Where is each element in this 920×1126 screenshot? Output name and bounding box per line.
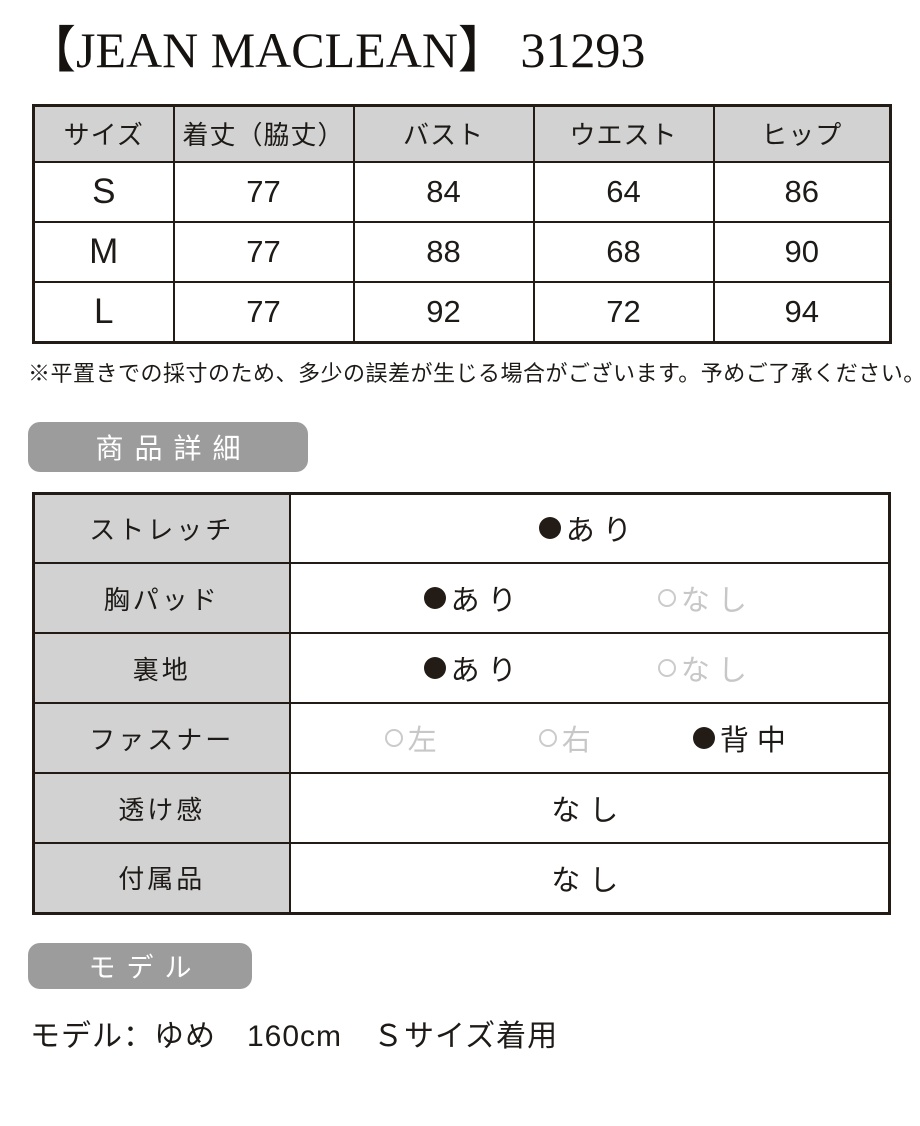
detail-row-fastener: ファスナー 左 右 背中 [32, 702, 891, 774]
size-cell-value: 77 [172, 221, 355, 283]
radio-option: なし [657, 647, 755, 689]
option-row: あり [291, 507, 889, 549]
radio-icon [423, 587, 446, 609]
option-row: あり なし [291, 577, 889, 619]
radio-icon [538, 517, 561, 540]
plain-value: なし [551, 857, 627, 899]
option-label: あり [565, 515, 640, 548]
detail-row-bust-pad: 胸パッド あり なし [32, 562, 891, 634]
radio-option: 左 [384, 717, 445, 759]
option-label: なし [680, 585, 755, 617]
radio-icon [423, 657, 446, 679]
size-cell-value: 84 [352, 161, 535, 223]
size-cell-value: 88 [352, 221, 535, 283]
option-label: 右 [561, 725, 599, 757]
detail-row-accessories: 付属品 なし [32, 842, 891, 914]
radio-option: あり [423, 647, 525, 689]
detail-value: なし [288, 772, 891, 844]
product-details-heading: 商品詳細 [28, 421, 308, 472]
model-section-heading: モデル [28, 942, 252, 989]
size-cell-value: 72 [532, 281, 715, 343]
size-table-header-size: サイズ [32, 104, 175, 163]
option-label: なし [551, 864, 628, 897]
detail-label: 透け感 [32, 772, 291, 844]
size-cell-label: M [32, 221, 175, 283]
option-label: 背中 [719, 725, 794, 757]
detail-value: なし [288, 842, 891, 914]
detail-row-stretch: ストレッチ あり [32, 492, 891, 564]
detail-label: 付属品 [32, 842, 291, 914]
measurement-disclaimer: ※平置きでの採寸のため、多少の誤差が生じる場合がございます。予めご了承ください。 [28, 360, 920, 386]
size-cell-label: S [32, 161, 175, 223]
size-row-m: M 77 88 68 90 [32, 221, 892, 283]
size-row-l: L 77 92 72 94 [32, 281, 892, 343]
page-title: 【JEAN MACLEAN】 31293 [26, 22, 646, 78]
radio-icon [657, 659, 676, 677]
option-label: あり [450, 585, 525, 617]
option-row: なし [291, 787, 889, 829]
radio-option: 背中 [692, 717, 794, 759]
radio-option: あり [538, 507, 640, 549]
option-label: あり [450, 655, 525, 687]
size-table-header-waist: ウエスト [532, 104, 715, 163]
option-label: なし [680, 655, 755, 687]
size-cell-label: L [32, 281, 175, 343]
size-cell-value: 77 [172, 281, 355, 343]
size-table-header-row: サイズ 着丈（脇丈） バスト ウエスト ヒップ [32, 104, 892, 163]
size-cell-value: 77 [172, 161, 355, 223]
detail-value: あり [288, 492, 891, 564]
option-row: なし [291, 857, 889, 899]
radio-option: あり [423, 577, 525, 619]
radio-icon [692, 727, 715, 749]
size-table-header-hip: ヒップ [712, 104, 892, 163]
size-cell-value: 64 [532, 161, 715, 223]
option-row: 左 右 背中 [291, 717, 889, 759]
detail-label: ファスナー [32, 702, 291, 774]
size-cell-value: 94 [712, 281, 892, 343]
detail-value: あり なし [288, 562, 891, 634]
detail-row-lining: 裏地 あり なし [32, 632, 891, 704]
detail-row-sheerness: 透け感 なし [32, 772, 891, 844]
option-label: なし [551, 795, 628, 827]
product-details-table: ストレッチ あり 胸パッド あり [32, 491, 891, 915]
detail-label: 胸パッド [32, 562, 291, 634]
detail-value: あり なし [288, 632, 891, 704]
size-cell-value: 86 [712, 161, 892, 223]
detail-value: 左 右 背中 [288, 702, 891, 774]
radio-icon [384, 729, 403, 747]
size-cell-value: 90 [712, 221, 892, 283]
radio-icon [657, 589, 676, 607]
plain-value: なし [551, 787, 627, 829]
size-table-header-length: 着丈（脇丈） [172, 104, 355, 163]
size-cell-value: 92 [352, 281, 535, 343]
option-row: あり なし [291, 647, 889, 689]
size-row-s: S 77 84 64 86 [32, 161, 892, 223]
detail-label: 裏地 [32, 632, 291, 704]
size-table: サイズ 着丈（脇丈） バスト ウエスト ヒップ S 77 84 64 86 M … [32, 103, 892, 344]
model-info: モデル：ゆめ 160cm Ｓサイズ着用 [30, 1019, 559, 1053]
detail-label: ストレッチ [32, 492, 291, 564]
radio-option: 右 [538, 717, 599, 759]
radio-icon [538, 729, 557, 747]
size-table-header-bust: バスト [352, 104, 535, 163]
option-label: 左 [407, 725, 445, 757]
radio-option: なし [657, 577, 755, 619]
size-cell-value: 68 [532, 221, 715, 283]
